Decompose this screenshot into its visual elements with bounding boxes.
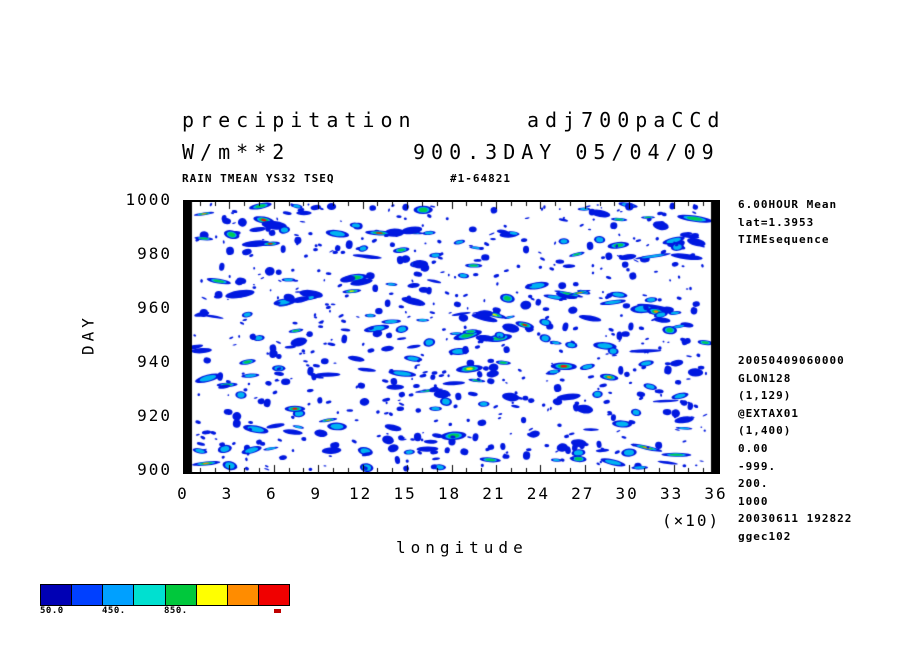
y-tick-label: 900 <box>137 460 172 479</box>
colorbar-segment <box>103 585 135 605</box>
y-tick-label: 920 <box>137 406 172 425</box>
annotation-line: TIMEsequence <box>738 233 830 247</box>
colorbar-label: 450. <box>102 606 126 616</box>
y-tick-label: 1000 <box>125 190 172 209</box>
field-header-label: RAIN TMEAN YS32 TSEQ <box>182 172 335 185</box>
x-tick-label: 21 <box>482 484 506 503</box>
x-tick-label: 6 <box>266 484 278 503</box>
colorbar-end-mark <box>274 609 282 613</box>
y-tick-label: 960 <box>137 298 172 317</box>
x-tick-label: 12 <box>349 484 373 503</box>
colorbar-segment <box>258 585 289 605</box>
annotation-line: 20030611 192822 <box>738 512 853 526</box>
annotation-line: lat=1.3953 <box>738 215 815 229</box>
annotation-line: @EXTAX01 <box>738 406 799 420</box>
x-tick-label: 0 <box>177 484 189 503</box>
y-tick-label: 940 <box>137 352 172 371</box>
colorbar-segment <box>72 585 104 605</box>
annotation-line: 1000 <box>738 494 769 508</box>
annotation-line: (1,129) <box>738 389 792 403</box>
annotation-line: (1,400) <box>738 424 792 438</box>
x-tick-label: 24 <box>526 484 550 503</box>
colorbar-segment <box>196 585 228 605</box>
annotation-line: 0.00 <box>738 441 769 455</box>
right-annotations-top: 6.00HOUR Mean lat=1.3953 TIMEsequence <box>738 196 837 249</box>
x-axis-scale-note: (×10) <box>662 511 721 530</box>
colorbar-segment <box>165 585 197 605</box>
chart-subtitle-right: 900.3DAY 05/04/09 <box>413 140 720 164</box>
x-axis-title: longitude <box>396 538 528 557</box>
colorbar-segment <box>41 585 73 605</box>
annotation-line: GLON128 <box>738 371 792 385</box>
x-tick-label: 27 <box>571 484 595 503</box>
x-tick-label: 3 <box>221 484 234 503</box>
y-tick-label: 980 <box>137 244 172 263</box>
precipitation-field-canvas <box>185 202 718 472</box>
right-annotations-bottom: 20050409060000 GLON128 (1,129) @EXTAX01 (1,4… <box>738 352 852 546</box>
colorbar-label: 850. <box>164 606 188 616</box>
x-tick-label: 15 <box>393 484 417 503</box>
field-id-label: #1-64821 <box>450 172 511 185</box>
x-tick-label: 18 <box>437 484 462 503</box>
x-tick-label: 30 <box>615 484 639 503</box>
x-tick-label: 36 <box>704 484 728 503</box>
plot-area <box>183 200 720 474</box>
chart-units-label: W/m**2 <box>182 140 291 164</box>
annotation-line: 6.00HOUR Mean <box>738 198 838 211</box>
colorbar-segment <box>134 585 166 605</box>
chart-title-left: precipitation <box>182 108 417 132</box>
y-axis-title: DAY <box>78 314 98 355</box>
annotation-line: ggec102 <box>738 529 792 543</box>
chart-title-right: adj700paCCd <box>527 108 726 132</box>
x-tick-label: 9 <box>310 484 323 503</box>
annotation-line: 200. <box>738 477 769 491</box>
colorbar-label: 50.0 <box>40 606 64 616</box>
colorbar <box>40 584 290 606</box>
x-tick-label: 33 <box>659 484 684 503</box>
annotation-line: 20050409060000 <box>738 354 845 367</box>
colorbar-segment <box>227 585 259 605</box>
annotation-line: -999. <box>738 459 777 473</box>
